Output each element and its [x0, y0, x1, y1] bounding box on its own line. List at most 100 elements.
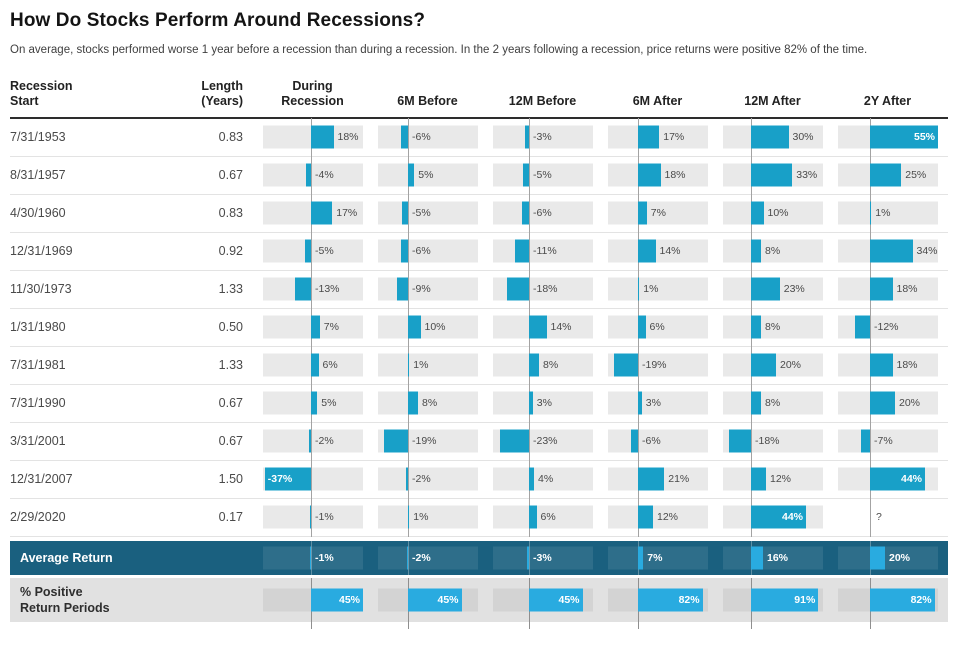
value-bar — [500, 429, 529, 453]
bar-track — [608, 201, 708, 225]
bar-cell-y2_after: 44% — [830, 459, 945, 499]
bar-cell-y2_after: 25% — [830, 155, 945, 195]
value-bar — [870, 277, 893, 301]
recession-start-date: 4/30/1960 — [10, 206, 66, 221]
value-bar — [751, 277, 780, 301]
bar-cell-m12_after: 16% — [715, 540, 830, 575]
bar-cell-y2_after: 20% — [830, 540, 945, 575]
bar-cell-m6_before: 45% — [370, 577, 485, 629]
bar-value-label: -12% — [874, 321, 899, 334]
bar-value-label: 8% — [422, 397, 438, 410]
bar-value-label: -2% — [412, 551, 431, 564]
recession-length-years: 0.67 — [218, 434, 243, 449]
bar-track — [263, 163, 363, 187]
bar-cell-m12_after: 23% — [715, 269, 830, 309]
bar-cell-during: 6% — [255, 345, 370, 385]
bar-cell-m12_before: -5% — [485, 155, 600, 195]
summary-row-label: Average Return — [20, 550, 113, 565]
bar-track — [608, 391, 708, 415]
bar-value-label: -23% — [533, 435, 558, 448]
value-bar — [515, 239, 529, 263]
bar-cell-m6_before: 1% — [370, 497, 485, 537]
table-row: 2/29/2020 0.17 -1% 1% 6% 12% 44%? — [10, 497, 948, 537]
bar-cell-m6_after: 12% — [600, 497, 715, 537]
bar-cell-m12_after: 12% — [715, 459, 830, 499]
zero-axis-line — [311, 459, 312, 499]
bar-cell-during: -13% — [255, 269, 370, 309]
bar-value-label: 20% — [780, 359, 802, 372]
bar-cell-m12_after: 44% — [715, 497, 830, 537]
bar-value-label: 3% — [645, 397, 661, 410]
bar-track — [378, 467, 478, 491]
bar-value-label: 82% — [910, 593, 932, 606]
bar-cell-during: 17% — [255, 193, 370, 233]
value-bar — [408, 353, 410, 377]
bar-track — [378, 353, 478, 377]
zero-axis-line — [408, 421, 409, 461]
bar-value-label: 10% — [424, 321, 446, 334]
bar-value-label: 16% — [767, 551, 789, 564]
recession-length-years: 0.83 — [218, 206, 243, 221]
bar-cell-m6_before: -6% — [370, 117, 485, 157]
value-bar — [529, 588, 583, 612]
value-bar — [408, 163, 415, 187]
table-row: 4/30/1960 0.83 17% -5% -6% 7% 10% 1% — [10, 193, 948, 233]
bar-value-label: 8% — [543, 359, 559, 372]
bar-value-label: 10% — [767, 207, 789, 220]
value-bar — [751, 125, 789, 149]
bar-value-label: -5% — [315, 245, 334, 258]
recession-start-date: 12/31/1969 — [10, 244, 73, 259]
bar-track — [263, 277, 363, 301]
recession-length-years: 0.50 — [218, 320, 243, 335]
bar-cell-during: -2% — [255, 421, 370, 461]
zero-axis-line — [870, 497, 871, 537]
bar-value-label: 33% — [796, 169, 818, 182]
value-bar — [400, 125, 408, 149]
table-row: 11/30/1973 1.33 -13% -9% -18% 1% 23% 18% — [10, 269, 948, 309]
value-bar — [751, 391, 761, 415]
bar-value-label: -2% — [412, 473, 431, 486]
bar-cell-m6_after: 1% — [600, 269, 715, 309]
column-header-length-years: Length (Years) — [201, 78, 243, 109]
bar-value-label: -18% — [533, 283, 558, 296]
value-bar — [522, 163, 529, 187]
recession-length-years: 0.17 — [218, 510, 243, 525]
bar-value-label: -19% — [412, 435, 437, 448]
bar-cell-m6_after: 7% — [600, 193, 715, 233]
bar-value-label: 1% — [643, 283, 659, 296]
value-bar — [751, 315, 761, 339]
table-body: 7/31/1953 0.83 18% -6% -3% 17% 30% 55% 8/31/1957… — [10, 117, 948, 629]
bar-cell-m12_before: 45% — [485, 577, 600, 629]
bar-track — [493, 201, 593, 225]
bar-cell-y2_after: 34% — [830, 231, 945, 271]
bar-cell-m12_after: 30% — [715, 117, 830, 157]
bar-value-label: 8% — [765, 321, 781, 334]
zero-axis-line — [529, 117, 530, 157]
bar-cell-m6_before: -9% — [370, 269, 485, 309]
value-bar — [855, 315, 870, 339]
table-row: 7/31/1981 1.33 6% 1% 8% -19% 20% 18% — [10, 345, 948, 385]
zero-axis-line — [529, 231, 530, 271]
value-bar — [751, 239, 761, 263]
bar-track — [608, 505, 708, 529]
value-bar — [870, 353, 893, 377]
bar-cell-m6_after: 17% — [600, 117, 715, 157]
bar-value-label: -1% — [315, 511, 334, 524]
bar-cell-y2_after: ? — [830, 497, 945, 537]
bar-value-label: 17% — [336, 207, 358, 220]
recession-start-date: 8/31/1957 — [10, 168, 66, 183]
bar-cell-during: 18% — [255, 117, 370, 157]
percent-positive-row: % Positive Return Periods 45% 45% 45% 82% 91%… — [10, 577, 948, 629]
bar-cell-during: -1% — [255, 540, 370, 575]
recession-start-date: 11/30/1973 — [10, 282, 72, 297]
bar-track — [493, 353, 593, 377]
table-row: 8/31/1957 0.67 -4% 5% -5% 18% 33% 25% — [10, 155, 948, 195]
bar-track — [263, 505, 363, 529]
page-subtitle: On average, stocks performed worse 1 yea… — [10, 44, 868, 56]
value-bar — [521, 201, 529, 225]
bar-cell-m6_before: -5% — [370, 193, 485, 233]
value-bar — [751, 201, 764, 225]
bar-cell-m6_after: -19% — [600, 345, 715, 385]
value-bar — [526, 546, 529, 570]
